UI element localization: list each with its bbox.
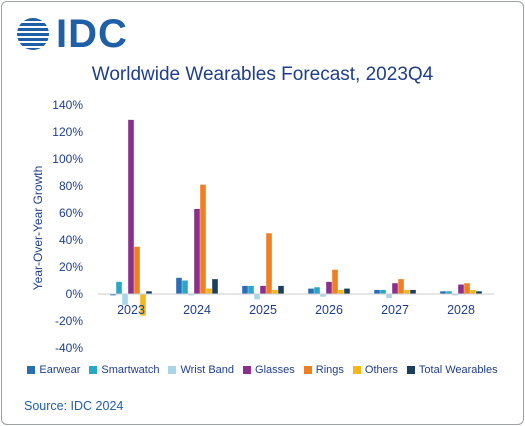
bar-glasses-2028 xyxy=(458,284,464,294)
legend-swatch xyxy=(303,366,312,374)
legend-swatch xyxy=(168,366,177,374)
y-tick-label: 0% xyxy=(66,287,84,301)
bar-smartwatch-2027 xyxy=(380,289,386,294)
bar-glasses-2027 xyxy=(392,283,398,294)
bar-rings-2026 xyxy=(332,269,338,294)
legend-label: Wrist Band xyxy=(180,364,235,376)
legend-label: Others xyxy=(364,364,398,376)
x-tick-label: 2027 xyxy=(381,303,409,317)
y-tick-label: 140% xyxy=(52,98,83,112)
legend-item: Wrist Band xyxy=(168,364,234,376)
legend-label: Total Wearables xyxy=(418,364,498,376)
legend-swatch xyxy=(27,366,36,374)
y-tick-label: 100% xyxy=(52,152,83,166)
bar-smartwatch-2024 xyxy=(182,280,188,294)
bar-total-wearables-2026 xyxy=(344,288,350,294)
chart-title: Worldwide Wearables Forecast, 2023Q4 xyxy=(91,64,434,85)
bar-wrist-band-2024 xyxy=(188,294,194,296)
bar-total-wearables-2028 xyxy=(476,291,482,294)
x-tick-label: 2028 xyxy=(447,303,475,317)
x-tick-label: 2024 xyxy=(183,303,211,317)
y-tick-label: 40% xyxy=(59,233,83,247)
bar-total-wearables-2023 xyxy=(146,291,152,294)
bar-glasses-2025 xyxy=(260,285,266,294)
bar-earwear-2027 xyxy=(374,289,380,294)
x-tick-label: 2025 xyxy=(249,303,277,317)
bar-smartwatch-2025 xyxy=(248,285,254,294)
bar-earwear-2023 xyxy=(110,294,116,296)
bar-others-2026 xyxy=(338,289,344,294)
bar-glasses-2023 xyxy=(128,119,134,294)
x-tick-label: 2026 xyxy=(315,303,343,317)
bar-smartwatch-2028 xyxy=(446,291,452,294)
bar-rings-2025 xyxy=(266,233,272,294)
chart-legend: Earwear Smartwatch Wrist Band Glasses Rings O… xyxy=(2,364,523,376)
y-tick-label: 120% xyxy=(52,125,83,139)
source-note: Source: IDC 2024 xyxy=(24,399,124,413)
bar-total-wearables-2027 xyxy=(410,289,416,294)
bar-wrist-band-2027 xyxy=(386,294,392,299)
idc-logo: IDC xyxy=(16,14,128,54)
logo-text: IDC xyxy=(56,12,128,56)
bar-glasses-2024 xyxy=(194,208,200,294)
bar-smartwatch-2023 xyxy=(116,281,122,294)
legend-label: Smartwatch xyxy=(101,364,160,376)
bar-wrist-band-2028 xyxy=(452,294,458,296)
y-tick-label: 20% xyxy=(59,260,83,274)
y-tick-label: -20% xyxy=(55,314,83,328)
bar-rings-2024 xyxy=(200,184,206,294)
bar-total-wearables-2025 xyxy=(278,285,284,294)
legend-label: Earwear xyxy=(39,364,81,376)
legend-swatch xyxy=(406,366,415,374)
y-tick-label: -40% xyxy=(55,341,83,355)
legend-swatch xyxy=(352,366,361,374)
x-tick-label: 2023 xyxy=(117,303,145,317)
legend-item: Glasses xyxy=(243,364,295,376)
bar-earwear-2025 xyxy=(242,285,248,294)
y-tick-label: 60% xyxy=(59,206,83,220)
legend-item: Earwear xyxy=(27,364,80,376)
bar-wrist-band-2025 xyxy=(254,294,260,300)
bar-smartwatch-2026 xyxy=(314,287,320,294)
legend-label: Rings xyxy=(315,364,344,376)
bar-earwear-2024 xyxy=(176,277,182,294)
bar-wrist-band-2026 xyxy=(320,294,326,297)
bar-others-2028 xyxy=(470,289,476,294)
legend-item: Total Wearables xyxy=(406,364,498,376)
bar-total-wearables-2024 xyxy=(212,279,218,294)
bar-wrist-band-2023 xyxy=(122,294,128,305)
bar-others-2023 xyxy=(140,294,146,316)
bar-rings-2028 xyxy=(464,283,470,294)
legend-item: Rings xyxy=(303,364,344,376)
bar-rings-2023 xyxy=(134,246,140,294)
bar-others-2027 xyxy=(404,289,410,294)
globe-icon xyxy=(17,18,49,50)
legend-swatch xyxy=(243,366,252,374)
bar-others-2025 xyxy=(272,289,278,294)
legend-item: Smartwatch xyxy=(89,364,159,376)
bar-others-2024 xyxy=(206,288,212,294)
y-tick-label: 80% xyxy=(59,179,83,193)
bar-chart: -40% -20% 0% 20% 40% 60% 80% 100% 120% 140% 2023 2… xyxy=(31,98,494,355)
legend-swatch xyxy=(89,366,98,374)
bar-rings-2027 xyxy=(398,279,404,294)
bar-earwear-2028 xyxy=(440,291,446,294)
bar-earwear-2026 xyxy=(308,288,314,294)
bar-glasses-2026 xyxy=(326,281,332,294)
legend-label: Glasses xyxy=(255,364,295,376)
legend-item: Others xyxy=(352,364,398,376)
y-axis-label: Year-Over-Year Growth xyxy=(31,166,45,291)
